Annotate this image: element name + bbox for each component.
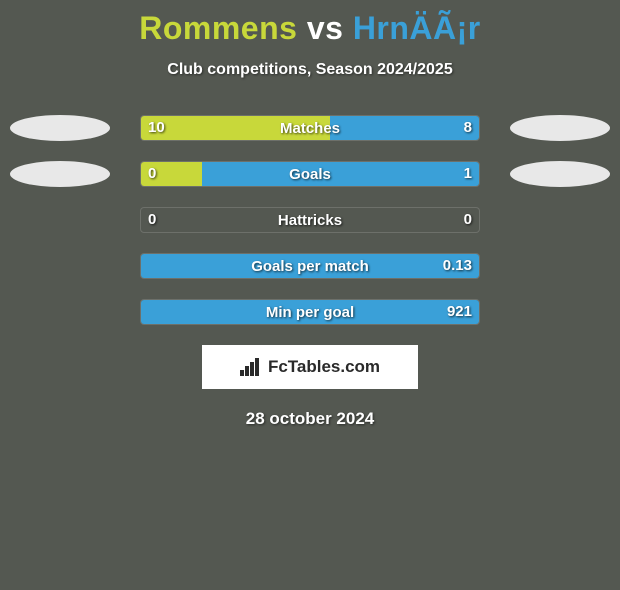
value-right: 8 [464,115,472,141]
bar-label: Hattricks [141,208,479,233]
bar-chart-icon [240,358,262,376]
bar-wrap: Min per goal [140,299,480,325]
value-left: 0 [148,207,156,233]
ellipse-right [510,161,610,187]
bar-label: Matches [141,116,479,141]
title-player1: Rommens [139,10,297,46]
value-left: 0 [148,161,156,187]
ellipse-left [10,161,110,187]
stats-container: Matches108Goals01Hattricks00Goals per ma… [0,115,620,325]
value-right: 0.13 [443,253,472,279]
value-right: 921 [447,299,472,325]
value-right: 0 [464,207,472,233]
page-title: Rommens vs HrnÄÃ¡r [0,10,620,47]
title-player2: HrnÄÃ¡r [353,10,481,46]
title-vs: vs [307,10,344,46]
ellipse-left [10,115,110,141]
bar-label: Goals [141,162,479,187]
ellipse-right [510,115,610,141]
value-right: 1 [464,161,472,187]
bar-label: Goals per match [141,254,479,279]
bar-wrap: Hattricks [140,207,480,233]
bar-label: Min per goal [141,300,479,325]
stat-row: Goals0 1 [0,161,620,187]
brand-box[interactable]: FcTables.com [202,345,418,389]
value-left: 10 [148,115,165,141]
brand-text: FcTables.com [268,357,380,377]
bar-wrap: Goals per match [140,253,480,279]
stat-row: Goals per match0.13 [0,253,620,279]
stat-row: Matches10 8 [0,115,620,141]
bar-wrap: Matches [140,115,480,141]
stat-row: Hattricks0 0 [0,207,620,233]
bar-wrap: Goals [140,161,480,187]
stat-row: Min per goal921 [0,299,620,325]
date-label: 28 october 2024 [0,409,620,429]
subtitle: Club competitions, Season 2024/2025 [0,61,620,79]
